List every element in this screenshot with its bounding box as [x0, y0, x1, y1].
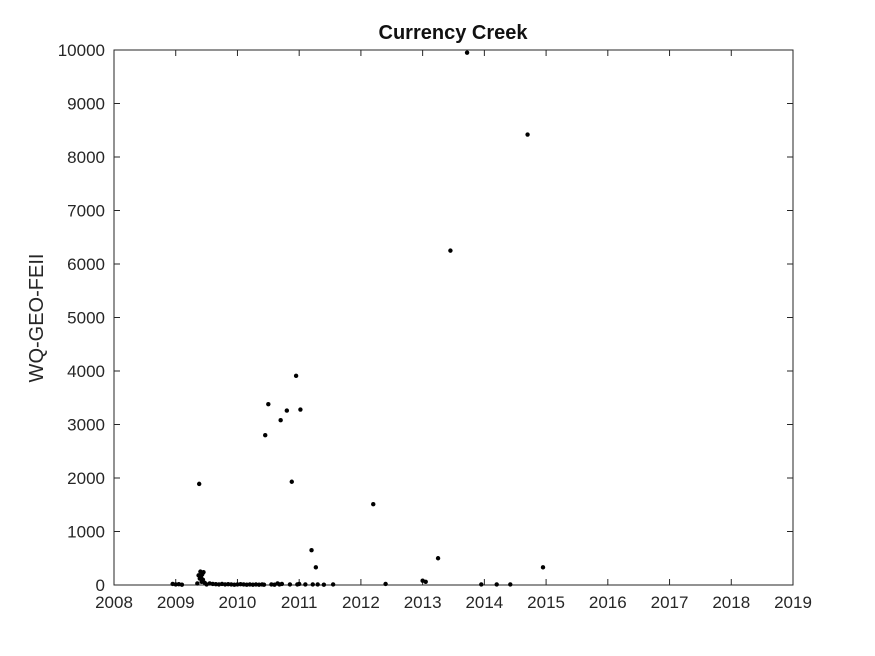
data-point: [279, 581, 285, 587]
data-point: [278, 418, 283, 423]
x-tick-label: 2008: [95, 593, 133, 612]
data-point: [196, 481, 202, 487]
data-point: [508, 582, 513, 587]
data-point: [201, 569, 206, 575]
y-tick-label: 3000: [67, 416, 105, 435]
y-tick-label: 2000: [67, 469, 105, 488]
data-point: [464, 50, 470, 55]
y-tick-label: 8000: [67, 148, 105, 167]
data-point: [525, 132, 530, 137]
data-point: [448, 248, 453, 253]
y-tick-label: 6000: [67, 255, 105, 274]
data-point: [200, 577, 206, 582]
y-axis: 0 1000 2000 3000 4000 5000 6000 7000 8000 9000 100…: [58, 41, 793, 595]
y-tick-label: 4000: [67, 362, 105, 381]
plot-area: [113, 49, 794, 586]
data-point: [263, 433, 268, 438]
data-point: [296, 581, 302, 587]
x-tick-label: 2011: [281, 593, 318, 612]
data-point: [298, 407, 303, 412]
data-point: [309, 548, 314, 553]
x-tick-label: 2016: [589, 593, 627, 612]
data-point: [261, 582, 267, 587]
data-points: [170, 50, 546, 587]
x-tick-label: 2015: [527, 593, 565, 612]
data-point: [303, 582, 308, 587]
y-tick-label: 1000: [67, 523, 105, 542]
data-point: [315, 582, 320, 587]
data-point: [195, 581, 200, 586]
data-point: [289, 479, 294, 484]
y-tick-label: 10000: [58, 41, 105, 60]
data-point: [284, 408, 290, 413]
x-tick-label: 2014: [465, 593, 503, 612]
data-point: [287, 582, 293, 587]
y-tick-label: 0: [96, 576, 105, 595]
x-tick-label: 2010: [219, 593, 257, 612]
data-point: [330, 582, 336, 587]
x-axis: 2008 2009 2010 2011 2012 2013 2014 2015 2016 2017…: [95, 50, 812, 612]
data-point: [371, 502, 376, 507]
data-point: [179, 582, 185, 587]
x-tick-label: 2009: [157, 593, 195, 612]
x-tick-label: 2017: [651, 593, 689, 612]
y-axis-label: WQ-GEO-FEII: [26, 254, 48, 383]
x-tick-label: 2012: [342, 593, 380, 612]
data-point: [383, 581, 388, 587]
x-tick-label: 2019: [774, 593, 812, 612]
x-tick-label: 2018: [712, 593, 750, 612]
data-point: [479, 582, 484, 587]
data-point: [540, 565, 546, 570]
y-tick-label: 9000: [67, 95, 105, 114]
data-point: [266, 401, 271, 407]
x-tick-label: 2013: [404, 593, 442, 612]
y-tick-label: 5000: [67, 309, 105, 328]
data-point: [321, 582, 327, 587]
data-point: [494, 582, 499, 587]
data-point: [310, 582, 315, 587]
data-point: [423, 579, 428, 584]
chart-title: Currency Creek: [379, 22, 529, 44]
data-point: [313, 565, 319, 570]
data-point: [293, 373, 299, 379]
y-tick-label: 7000: [67, 202, 105, 221]
data-point: [435, 556, 441, 561]
